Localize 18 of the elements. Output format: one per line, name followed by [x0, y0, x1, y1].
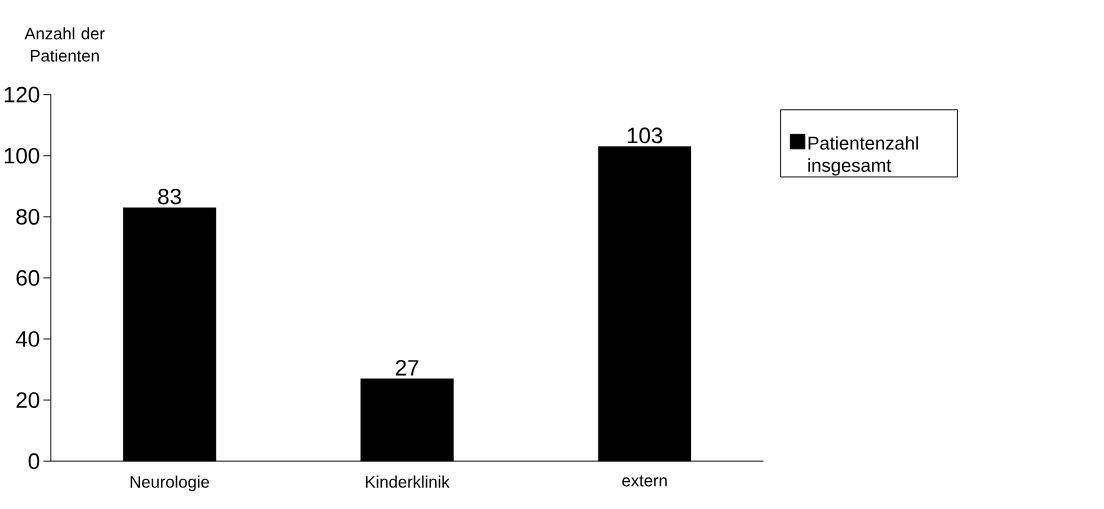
bar	[360, 378, 454, 461]
y-tick-label: 80	[16, 208, 40, 225]
y-tick-label: 100	[4, 147, 40, 164]
data-label: 27	[395, 359, 419, 376]
y-tick-label: 40	[15, 330, 40, 347]
x-tick-label: extern	[622, 475, 667, 487]
bar	[598, 146, 692, 461]
x-tick-label: Kinderklinik	[365, 475, 450, 488]
y-tick-label: 120	[4, 86, 40, 103]
y-tick-label: 20	[16, 392, 40, 408]
x-tick-label: Neurologie	[130, 475, 210, 491]
data-label: 83	[158, 188, 181, 205]
y-tick-label: 60	[16, 269, 40, 286]
y-axis-title: Anzahl der Patienten	[24, 27, 105, 62]
data-label: 103	[627, 127, 663, 144]
bar	[122, 207, 217, 461]
y-tick-label: 0	[28, 453, 40, 469]
legend-label: Patientenzahl insgesamt	[808, 135, 918, 176]
